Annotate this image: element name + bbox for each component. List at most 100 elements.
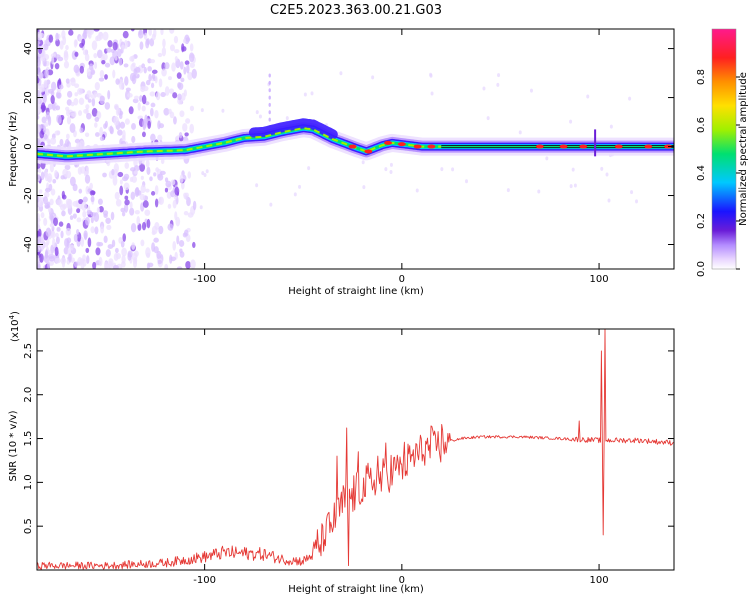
noise-blob <box>54 246 59 257</box>
noise-blob <box>634 199 638 204</box>
noise-blob <box>48 183 53 191</box>
chart-title: C2E5.2023.363.00.21.G03 <box>270 3 442 18</box>
noise-blob <box>174 211 178 221</box>
noise-blob <box>52 178 57 184</box>
noise-blob <box>79 65 84 74</box>
noise-blob <box>43 191 50 198</box>
x-tick-label: 100 <box>590 274 609 285</box>
noise-blob <box>130 29 135 32</box>
noise-blob <box>104 120 108 128</box>
noise-blob <box>164 263 169 269</box>
noise-blob <box>158 197 162 204</box>
noise-blob <box>86 210 93 215</box>
noise-blob <box>185 37 191 43</box>
noise-blob <box>52 238 56 248</box>
y-tick-label: 40 <box>23 42 34 55</box>
noise-blob <box>90 216 94 224</box>
spectrogram-ylabel: Frequency (Hz) <box>8 111 19 187</box>
snr-multiplier-base: (x10 <box>10 319 21 342</box>
noise-blob <box>122 30 129 39</box>
noise-blob <box>74 83 80 89</box>
noise-blob <box>139 193 146 201</box>
noise-blob <box>167 76 172 81</box>
noise-blob <box>94 122 98 128</box>
noise-blob <box>189 105 195 112</box>
noise-blob <box>90 226 95 234</box>
noise-blob <box>73 64 80 74</box>
noise-blob <box>60 175 65 180</box>
noise-blob <box>40 212 45 219</box>
noise-blob <box>37 58 41 67</box>
noise-blob <box>104 62 111 68</box>
noise-blob <box>87 237 92 248</box>
noise-blob <box>141 94 147 105</box>
noise-blob <box>497 73 501 78</box>
noise-blob <box>339 71 343 76</box>
noise-blob <box>145 188 150 193</box>
noise-blob <box>92 261 97 269</box>
noise-blob <box>45 111 51 120</box>
noise-blob <box>39 130 45 139</box>
noise-blob <box>285 116 289 121</box>
spectrum-peak <box>427 144 436 149</box>
snr-content <box>37 329 674 570</box>
noise-blob <box>205 169 209 174</box>
noise-blob <box>83 108 89 114</box>
noise-blob <box>189 43 194 52</box>
noise-blob <box>86 255 90 264</box>
noise-blob <box>90 212 97 217</box>
noise-blob <box>605 172 609 177</box>
noise-blob <box>170 179 176 186</box>
spectrum-peak <box>644 144 653 149</box>
noise-blob <box>132 98 139 104</box>
noise-blob <box>154 198 159 208</box>
noise-blob <box>105 249 111 258</box>
noise-blob <box>37 163 41 169</box>
noise-blob <box>187 171 192 179</box>
noise-blob <box>147 120 151 130</box>
noise-blob <box>38 86 45 93</box>
noise-blob <box>165 180 172 188</box>
noise-blob <box>62 35 67 46</box>
noise-blob <box>139 163 146 172</box>
noise-blob <box>55 236 60 245</box>
noise-blob <box>137 102 141 111</box>
noise-blob <box>184 132 189 137</box>
snr-frame <box>36 328 675 571</box>
noise-blob <box>78 97 85 105</box>
noise-blob <box>122 129 126 140</box>
noise-blob <box>95 247 101 256</box>
noise-blob <box>151 33 156 41</box>
noise-blob <box>62 168 69 178</box>
noise-blob <box>86 112 92 120</box>
noise-blob <box>137 29 144 39</box>
noise-blob <box>167 203 172 209</box>
noise-blob <box>569 184 573 189</box>
noise-blob <box>86 67 91 77</box>
snr-ylabel: SNR (10 * v/v) <box>8 410 19 481</box>
noise-blob <box>77 110 83 116</box>
colorbar-tick-label: 0.2 <box>696 213 707 229</box>
noise-blob <box>569 119 573 124</box>
noise-blob <box>200 108 204 113</box>
noise-blob <box>87 29 93 35</box>
noise-blob <box>141 221 147 231</box>
noise-blob <box>45 227 52 237</box>
noise-blob <box>124 118 130 125</box>
noise-blob <box>96 34 102 42</box>
noise-blob <box>84 53 90 62</box>
noise-blob <box>109 56 116 66</box>
noise-blob <box>139 41 144 50</box>
noise-blob <box>57 56 64 62</box>
noise-blob <box>43 134 48 140</box>
noise-blob <box>56 130 61 136</box>
noise-blob <box>176 235 180 245</box>
spectrum-peak <box>384 140 393 145</box>
noise-blob <box>149 176 153 182</box>
noise-blob <box>203 173 207 178</box>
noise-blob <box>107 244 114 250</box>
noise-blob <box>117 171 124 178</box>
noise-blob <box>85 166 89 176</box>
noise-blob <box>37 230 41 238</box>
noise-blob <box>150 82 155 89</box>
